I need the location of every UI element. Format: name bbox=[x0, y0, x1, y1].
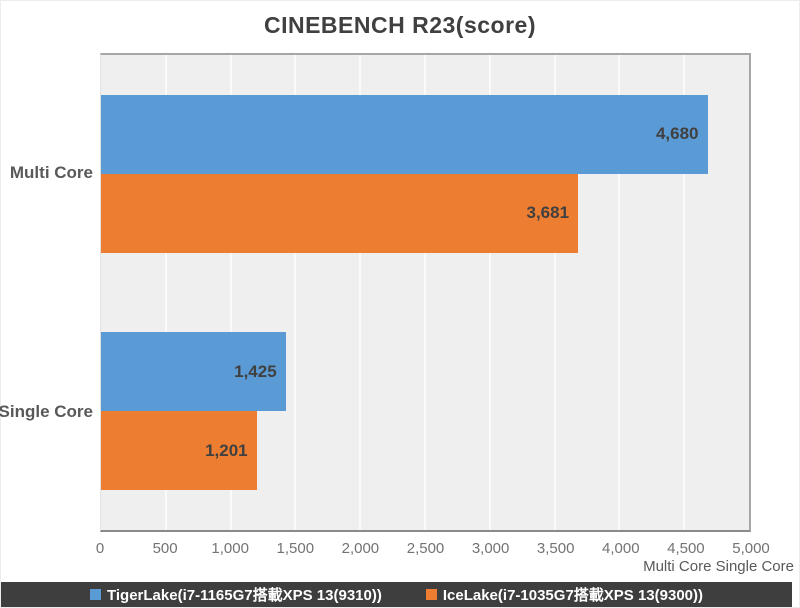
x-tick-label: 0 bbox=[95, 540, 105, 557]
legend: TigerLake(i7-1165G7搭載XPS 13(9310)) IceLa… bbox=[1, 582, 792, 607]
gridline bbox=[229, 55, 232, 530]
x-tick-label: 1,000 bbox=[211, 540, 249, 557]
data-label-multicore-icelake: 3,681 bbox=[526, 203, 570, 223]
legend-label-icelake: IceLake(i7-1035G7搭載XPS 13(9300)) bbox=[442, 587, 704, 604]
x-tick-label: 2,500 bbox=[406, 540, 445, 557]
x-tick-label: 4,000 bbox=[602, 540, 640, 557]
x-tick-label: 4,500 bbox=[667, 540, 705, 557]
gridline bbox=[488, 55, 491, 530]
legend-item-icelake: IceLake(i7-1035G7搭載XPS 13(9300)) bbox=[425, 584, 704, 605]
plot-area: 4,680 3,681 1,425 1,201 bbox=[100, 53, 751, 532]
bar-multicore-tigerlake: 4,680 bbox=[101, 94, 708, 174]
category-label-multicore: Multi Core bbox=[9, 162, 93, 182]
bar-row: 1,201 bbox=[101, 411, 749, 491]
category-group-multicore: 4,680 3,681 bbox=[101, 55, 749, 293]
x-tick-label: 3,000 bbox=[471, 540, 510, 557]
gridlines bbox=[101, 55, 749, 530]
legend-item-tigerlake: TigerLake(i7-1165G7搭載XPS 13(9310)) bbox=[89, 584, 382, 605]
legend-label-tigerlake: TigerLake(i7-1165G7搭載XPS 13(9310)) bbox=[106, 587, 382, 604]
gridline bbox=[618, 55, 621, 530]
x-tick-label: 2,000 bbox=[341, 540, 380, 557]
y-axis-labels: Multi Core Single Core bbox=[0, 53, 93, 532]
legend-swatch-tigerlake bbox=[89, 589, 101, 600]
category-group-singlecore: 1,425 1,201 bbox=[101, 293, 749, 531]
gridline bbox=[294, 55, 297, 530]
axis-note: Multi Core Single Core bbox=[643, 558, 794, 575]
bar-row: 4,680 bbox=[101, 94, 749, 174]
x-tick-label: 1,500 bbox=[276, 540, 315, 557]
x-tick-label: 3,500 bbox=[536, 540, 575, 557]
chart-title: CINEBENCH R23(score) bbox=[263, 12, 536, 38]
bar-row: 1,425 bbox=[101, 332, 749, 412]
x-axis-ticks: 0 500 1,000 1,500 2,000 2,500 3,000 3,500 4,000 4… bbox=[96, 540, 770, 558]
category-label-singlecore: Single Core bbox=[0, 402, 93, 422]
bar-row: 3,681 bbox=[101, 173, 749, 253]
gridline bbox=[424, 55, 426, 530]
legend-swatch-icelake bbox=[425, 589, 437, 600]
data-label-singlecore-icelake: 1,201 bbox=[205, 440, 248, 460]
data-label-singlecore-tigerlake: 1,425 bbox=[234, 361, 277, 381]
data-label-multicore-tigerlake: 4,680 bbox=[655, 124, 699, 144]
bar-singlecore-tigerlake: 1,425 bbox=[101, 332, 286, 412]
gridline bbox=[359, 55, 362, 530]
gridline bbox=[553, 55, 556, 530]
bar-groups: 4,680 3,681 1,425 1,201 bbox=[101, 55, 749, 530]
gridline bbox=[683, 55, 686, 530]
x-tick-label: 5,000 bbox=[732, 540, 770, 557]
gridline bbox=[164, 55, 167, 530]
bar-multicore-icelake: 3,681 bbox=[101, 173, 579, 253]
bar-singlecore-icelake: 1,201 bbox=[101, 411, 257, 491]
x-tick-label: 500 bbox=[152, 540, 178, 557]
